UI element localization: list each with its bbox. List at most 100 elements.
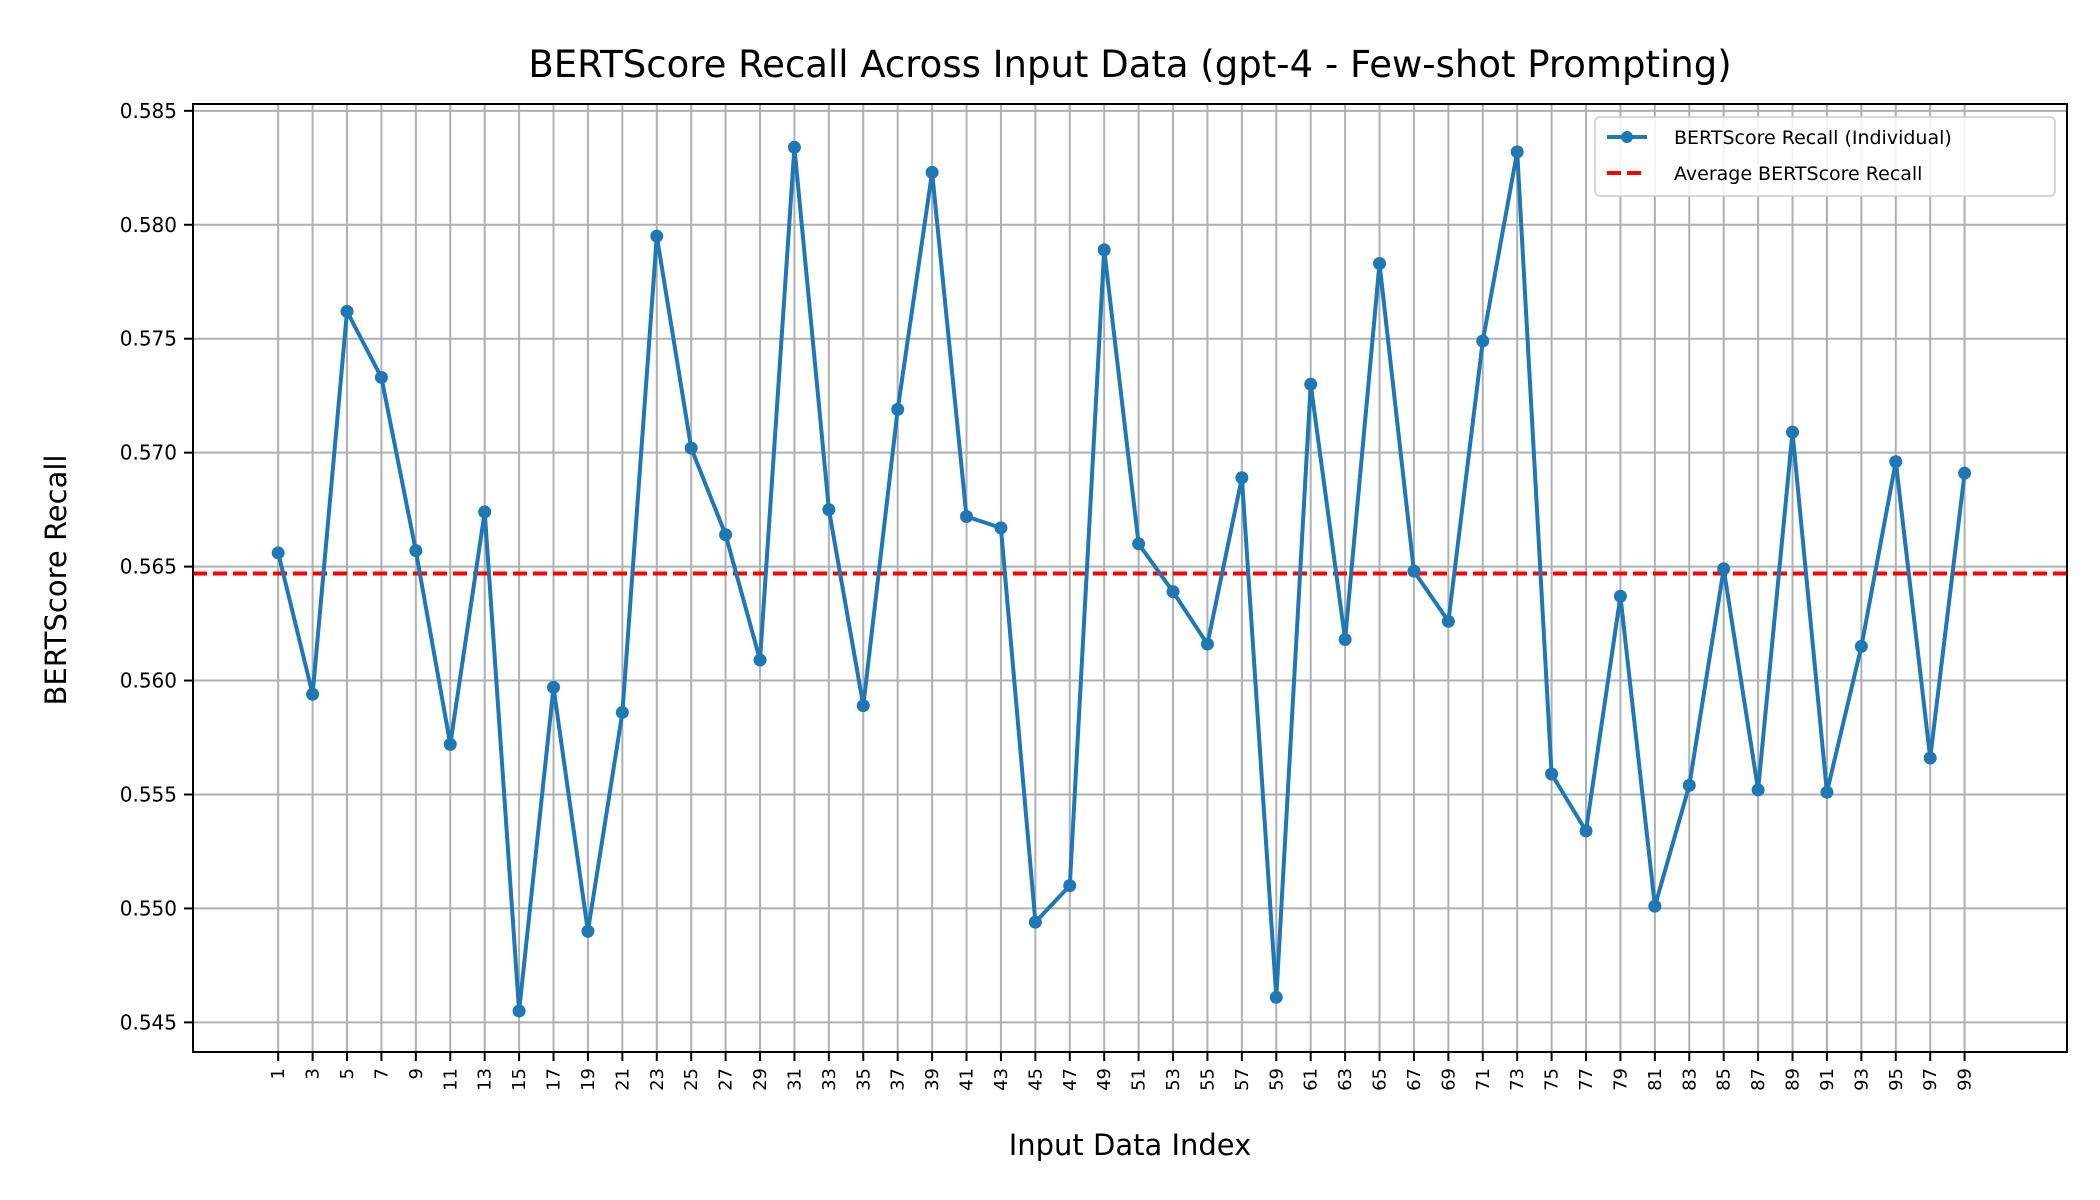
x-tick-label: 41 xyxy=(957,1068,978,1091)
y-tick-label: 0.555 xyxy=(120,782,177,806)
data-point xyxy=(1269,990,1283,1004)
x-tick-label: 19 xyxy=(578,1068,599,1091)
data-point xyxy=(1166,585,1180,599)
x-tick-label: 71 xyxy=(1473,1068,1494,1091)
data-point xyxy=(409,544,423,558)
x-tick-label: 61 xyxy=(1301,1068,1322,1091)
x-tick-label: 99 xyxy=(1955,1068,1976,1091)
x-tick-label: 83 xyxy=(1679,1068,1700,1091)
x-tick-label: 33 xyxy=(819,1068,840,1091)
x-tick-label: 21 xyxy=(612,1068,633,1091)
series-line xyxy=(276,145,1967,1013)
x-tick-label: 85 xyxy=(1714,1068,1735,1091)
data-point xyxy=(443,737,457,751)
data-point xyxy=(925,165,939,179)
x-tick-label: 47 xyxy=(1060,1068,1081,1091)
data-point xyxy=(787,140,801,154)
data-point xyxy=(1304,377,1318,391)
data-point xyxy=(856,699,870,713)
x-tick-label: 29 xyxy=(750,1068,771,1091)
data-point xyxy=(719,528,733,542)
x-tick-label: 13 xyxy=(475,1068,496,1091)
data-point xyxy=(960,509,974,523)
data-point xyxy=(1063,879,1077,893)
x-tick-label: 65 xyxy=(1370,1068,1391,1091)
y-tick-label: 0.560 xyxy=(120,669,177,693)
data-point xyxy=(1717,562,1731,576)
data-point xyxy=(822,503,836,517)
x-tick-label: 81 xyxy=(1645,1068,1666,1091)
data-point xyxy=(1097,243,1111,257)
x-tick-label: 49 xyxy=(1094,1068,1115,1091)
data-point xyxy=(1958,466,1972,480)
data-point xyxy=(753,653,767,667)
x-tick-label: 87 xyxy=(1748,1068,1769,1091)
x-tick-label: 59 xyxy=(1266,1068,1287,1091)
data-point xyxy=(1373,257,1387,271)
data-point xyxy=(1751,783,1765,797)
x-tick-label: 51 xyxy=(1129,1068,1150,1091)
data-point xyxy=(1407,564,1421,578)
x-tick-label: 67 xyxy=(1404,1068,1425,1091)
legend-series-marker xyxy=(1621,131,1633,143)
y-tick-label: 0.565 xyxy=(120,555,177,579)
x-tick-label: 17 xyxy=(544,1068,565,1091)
x-tick-label: 27 xyxy=(716,1068,737,1091)
x-tick-label: 93 xyxy=(1851,1068,1872,1091)
y-tick-label: 0.585 xyxy=(120,99,177,123)
data-point xyxy=(374,370,388,384)
data-point xyxy=(478,505,492,519)
x-tick-label: 79 xyxy=(1610,1068,1631,1091)
y-tick-label: 0.570 xyxy=(120,441,177,465)
x-tick-label: 91 xyxy=(1817,1068,1838,1091)
data-point xyxy=(684,441,698,455)
x-tick-label: 97 xyxy=(1920,1068,1941,1091)
data-point xyxy=(1923,751,1937,765)
data-point xyxy=(581,924,595,938)
data-point xyxy=(1889,455,1903,469)
data-point xyxy=(1476,334,1490,348)
data-point xyxy=(1200,637,1214,651)
x-axis-label: Input Data Index xyxy=(1009,1128,1252,1162)
data-point xyxy=(1510,145,1524,159)
x-tick-label: 75 xyxy=(1542,1068,1563,1091)
x-tick-label: 73 xyxy=(1507,1068,1528,1091)
data-point xyxy=(306,687,320,701)
data-point xyxy=(1235,471,1249,485)
x-tick-label: 11 xyxy=(440,1068,461,1091)
data-point xyxy=(1786,425,1800,439)
y-tick-label: 0.545 xyxy=(120,1010,177,1034)
x-tick-label: 55 xyxy=(1197,1068,1218,1091)
x-tick-label: 3 xyxy=(303,1068,324,1079)
x-tick-label: 37 xyxy=(888,1068,909,1091)
x-tick-label: 77 xyxy=(1576,1068,1597,1091)
data-point xyxy=(1338,633,1352,647)
y-tick-label: 0.575 xyxy=(120,327,177,351)
x-tick-label: 89 xyxy=(1783,1068,1804,1091)
x-tick-label: 69 xyxy=(1438,1068,1459,1091)
legend-box xyxy=(1594,116,2056,197)
x-tick-label: 1 xyxy=(268,1068,289,1079)
data-point xyxy=(1682,778,1696,792)
data-point xyxy=(1579,824,1593,838)
x-tick-label: 63 xyxy=(1335,1068,1356,1091)
data-point xyxy=(1613,589,1627,603)
data-point xyxy=(512,1004,526,1018)
x-tick-label: 7 xyxy=(371,1068,392,1079)
x-tick-label: 15 xyxy=(509,1068,530,1091)
legend-series-label: BERTScore Recall (Individual) xyxy=(1674,127,1952,149)
data-point xyxy=(1545,767,1559,781)
data-point xyxy=(1028,915,1042,929)
x-tick-label: 5 xyxy=(337,1068,358,1079)
data-point xyxy=(1648,899,1662,913)
data-point xyxy=(615,705,629,719)
x-tick-label: 53 xyxy=(1163,1068,1184,1091)
x-tick-label: 31 xyxy=(784,1068,805,1091)
data-point xyxy=(340,304,354,318)
series-layer xyxy=(271,140,1972,1018)
data-point xyxy=(650,229,664,243)
data-point xyxy=(1132,537,1146,551)
data-point xyxy=(1441,614,1455,628)
legend: BERTScore Recall (Individual) Average BE… xyxy=(1594,116,2056,197)
